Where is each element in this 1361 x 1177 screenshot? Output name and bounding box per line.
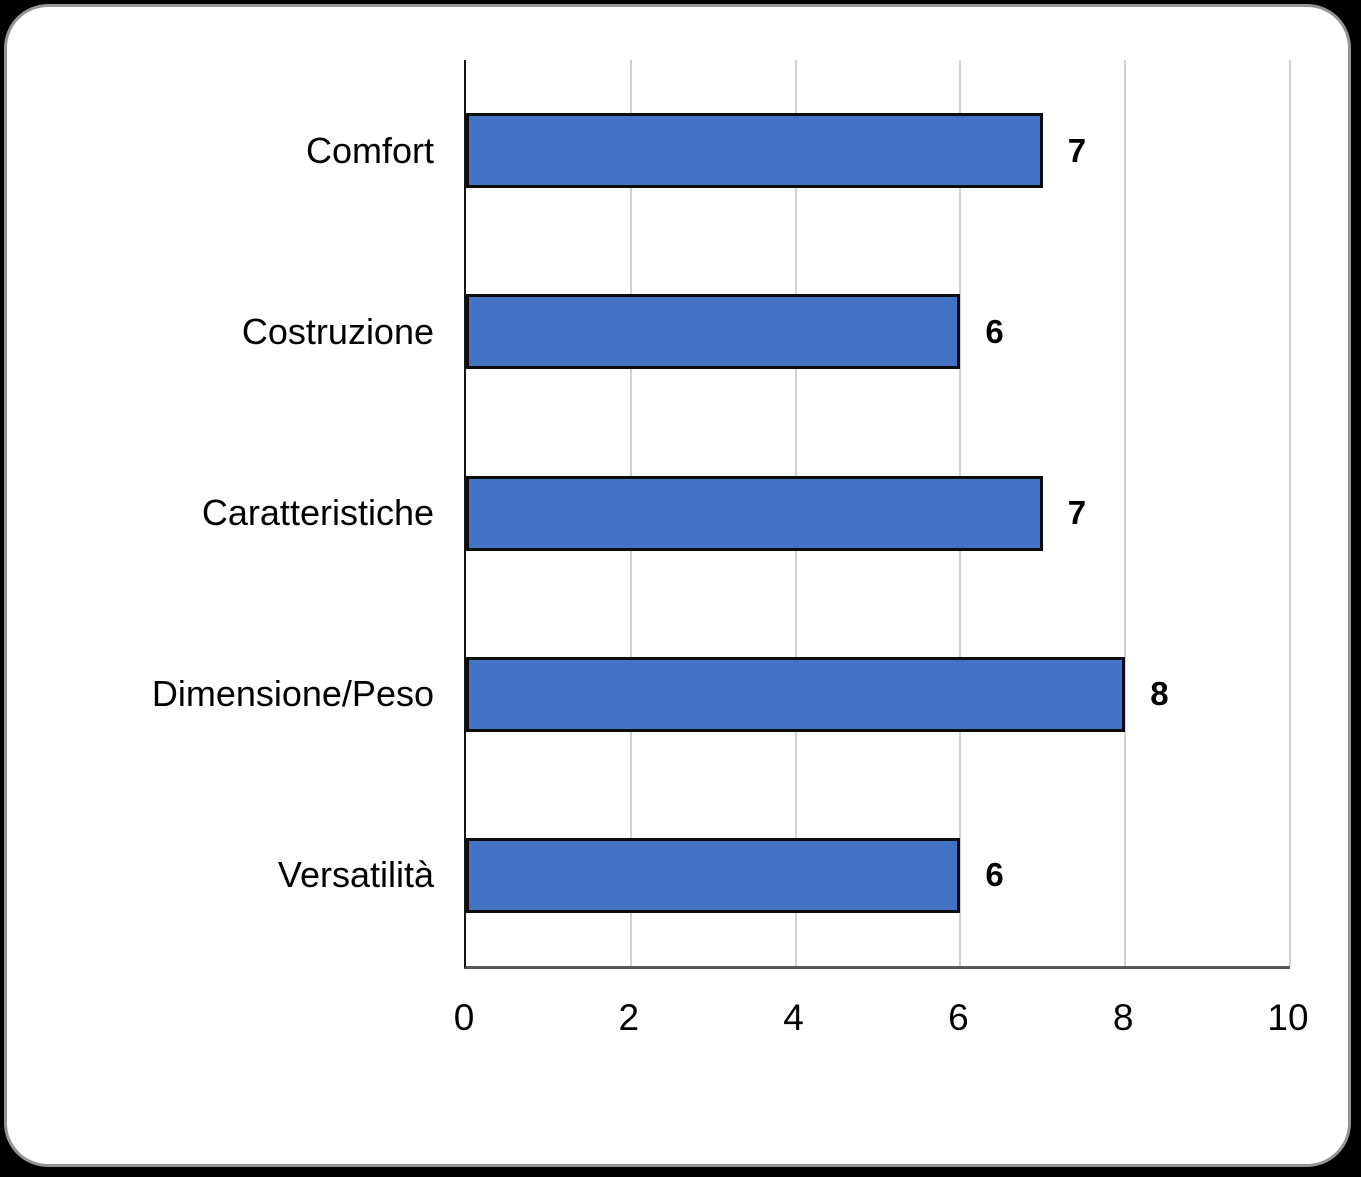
x-tick-label: 2 <box>618 997 640 1038</box>
bar-rows: 7 6 7 8 6 <box>466 60 1290 966</box>
chart-card: Comfort Costruzione Caratteristiche Dimensi… <box>4 4 1351 1167</box>
category-axis: Comfort Costruzione Caratteristiche Dimensi… <box>27 60 434 966</box>
category-label: Versatilità <box>277 854 434 896</box>
bar-value-label: 6 <box>985 856 1004 894</box>
gridline <box>1289 60 1291 966</box>
x-tick-label: 8 <box>1112 997 1134 1038</box>
bar-row: 6 <box>466 785 1290 966</box>
bar-value-label: 7 <box>1067 494 1087 531</box>
x-tick-label: 0 <box>453 997 475 1038</box>
bar-row: 6 <box>466 241 1290 422</box>
bar-row: 7 <box>466 60 1290 241</box>
x-tick-label: 10 <box>1267 997 1309 1038</box>
category-label: Costruzione <box>241 310 434 352</box>
bar <box>466 294 961 370</box>
bar <box>466 113 1043 189</box>
bar <box>466 656 1126 732</box>
bar-row: 7 <box>466 422 1290 603</box>
gridline <box>1124 60 1127 966</box>
category-label: Dimensione/Peso <box>151 673 434 715</box>
category-label: Caratteristiche <box>201 492 434 533</box>
bar-value-label: 8 <box>1150 675 1169 713</box>
bar <box>466 475 1043 551</box>
category-label: Comfort <box>305 129 434 171</box>
bar-row: 8 <box>466 604 1290 785</box>
plot-area: 7 6 7 8 6 <box>464 60 1291 969</box>
x-tick-label: 6 <box>948 997 969 1038</box>
bar <box>466 837 961 913</box>
x-tick-label: 4 <box>783 997 804 1038</box>
bar-value-label: 7 <box>1067 131 1087 169</box>
bar-value-label: 6 <box>985 312 1004 350</box>
x-axis: 0 2 4 6 8 10 <box>454 997 1309 1047</box>
